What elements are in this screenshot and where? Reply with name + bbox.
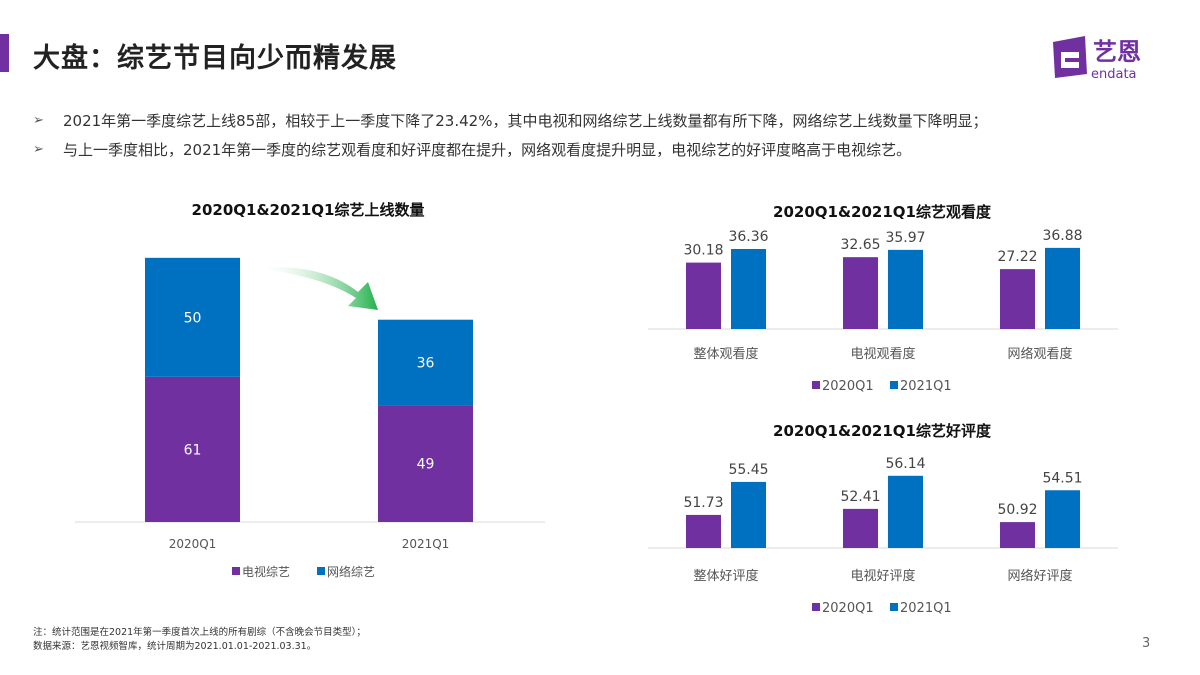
endata-logo: 艺恩 endata xyxy=(1045,30,1165,85)
legend-label: 网络综艺 xyxy=(327,564,375,579)
arrow-bullet-icon: ➢ xyxy=(33,113,44,128)
legend-label: 电视综艺 xyxy=(242,564,290,579)
data-label: 36.36 xyxy=(728,229,768,245)
data-label: 54.51 xyxy=(1042,470,1082,486)
bullet-text: 2021年第一季度综艺上线85部，相较于上一季度下降了23.42%，其中电视和网… xyxy=(63,112,988,130)
data-label: 50 xyxy=(184,310,202,326)
chart-title: 2020Q1&2021Q1综艺好评度 xyxy=(773,422,992,440)
bar-2020Q1-网络好评度 xyxy=(1000,522,1035,548)
data-label: 49 xyxy=(417,457,435,473)
data-label: 30.18 xyxy=(683,243,723,259)
chart-title: 2020Q1&2021Q1综艺上线数量 xyxy=(192,201,425,219)
data-label: 56.14 xyxy=(885,456,925,472)
x-tick-label: 2021Q1 xyxy=(402,537,450,551)
data-label: 35.97 xyxy=(885,230,925,246)
bar-2021Q1-整体好评度 xyxy=(731,481,766,548)
bullet-item: ➢ 与上一季度相比，2021年第一季度的综艺观看度和好评度都在提升，网络观看度提升… xyxy=(33,135,987,164)
bar-2021Q1-电视好评度 xyxy=(888,475,923,548)
legend-label: 2020Q1 xyxy=(822,601,874,616)
legend-swatch xyxy=(812,603,820,611)
bar-2020Q1-整体观看度 xyxy=(686,262,721,329)
data-label: 51.73 xyxy=(683,495,723,511)
data-label: 27.22 xyxy=(997,249,1037,265)
summary-bullets: ➢ 2021年第一季度综艺上线85部，相较于上一季度下降了23.42%，其中电视和… xyxy=(33,106,987,164)
data-label: 36 xyxy=(417,356,435,372)
x-tick-label: 2020Q1 xyxy=(169,537,217,551)
bar-2020Q1-电视好评度 xyxy=(843,508,878,548)
footnote-note: 注：统计范围是在2021年第一季度首次上线的所有剧综（不含晚会节目类型）； xyxy=(33,627,366,638)
bar-2021Q1-网络好评度 xyxy=(1045,490,1080,548)
bullet-item: ➢ 2021年第一季度综艺上线85部，相较于上一季度下降了23.42%，其中电视和… xyxy=(33,106,987,135)
chart-title: 2020Q1&2021Q1综艺观看度 xyxy=(773,203,992,221)
bar-网络综艺-2021Q1 xyxy=(378,319,473,406)
data-label: 32.65 xyxy=(840,237,880,253)
x-tick-label: 电视观看度 xyxy=(850,346,915,362)
data-label: 52.41 xyxy=(840,489,880,505)
page-number: 3 xyxy=(1142,636,1151,651)
bar-2020Q1-网络观看度 xyxy=(1000,269,1035,329)
title-accent-bar xyxy=(0,34,9,72)
bar-2021Q1-电视观看度 xyxy=(888,249,923,329)
footnote: 注：统计范围是在2021年第一季度首次上线的所有剧综（不含晚会节目类型）； 数据… xyxy=(33,626,366,654)
bar-2021Q1-整体观看度 xyxy=(731,249,766,329)
bar-2020Q1-电视观看度 xyxy=(843,257,878,329)
data-label: 50.92 xyxy=(997,502,1037,518)
bar-2021Q1-网络观看度 xyxy=(1045,247,1080,329)
x-tick-label: 网络好评度 xyxy=(1007,568,1072,584)
x-tick-label: 整体观看度 xyxy=(693,346,758,362)
svg-text:艺恩: 艺恩 xyxy=(1093,38,1141,66)
bar-电视综艺-2021Q1 xyxy=(378,405,473,522)
data-label: 36.88 xyxy=(1042,228,1082,244)
data-label: 55.45 xyxy=(728,462,768,478)
legend-swatch xyxy=(890,381,898,389)
legend-label: 2020Q1 xyxy=(822,379,874,394)
legend-swatch xyxy=(232,567,240,575)
legend-swatch xyxy=(317,567,325,575)
arrow-bullet-icon: ➢ xyxy=(33,142,44,157)
legend-label: 2021Q1 xyxy=(900,379,952,394)
bullet-text: 与上一季度相比，2021年第一季度的综艺观看度和好评度都在提升，网络观看度提升明… xyxy=(63,141,912,159)
legend-label: 2021Q1 xyxy=(900,601,952,616)
x-tick-label: 网络观看度 xyxy=(1007,346,1072,362)
legend-swatch xyxy=(890,603,898,611)
bar-2020Q1-整体好评度 xyxy=(686,514,721,548)
page-title: 大盘：综艺节目向少而精发展 xyxy=(33,43,397,74)
footnote-source: 数据来源：艺恩视频智库，统计周期为2021.01.01-2021.03.31。 xyxy=(33,641,317,652)
legend-swatch xyxy=(812,381,820,389)
data-label: 61 xyxy=(184,442,202,458)
x-tick-label: 整体好评度 xyxy=(693,568,758,584)
x-tick-label: 电视好评度 xyxy=(850,568,915,584)
bar-网络综艺-2020Q1 xyxy=(145,257,240,377)
decrease-arrow-icon xyxy=(255,267,378,310)
svg-text:endata: endata xyxy=(1091,67,1137,82)
bar-电视综艺-2020Q1 xyxy=(145,376,240,522)
